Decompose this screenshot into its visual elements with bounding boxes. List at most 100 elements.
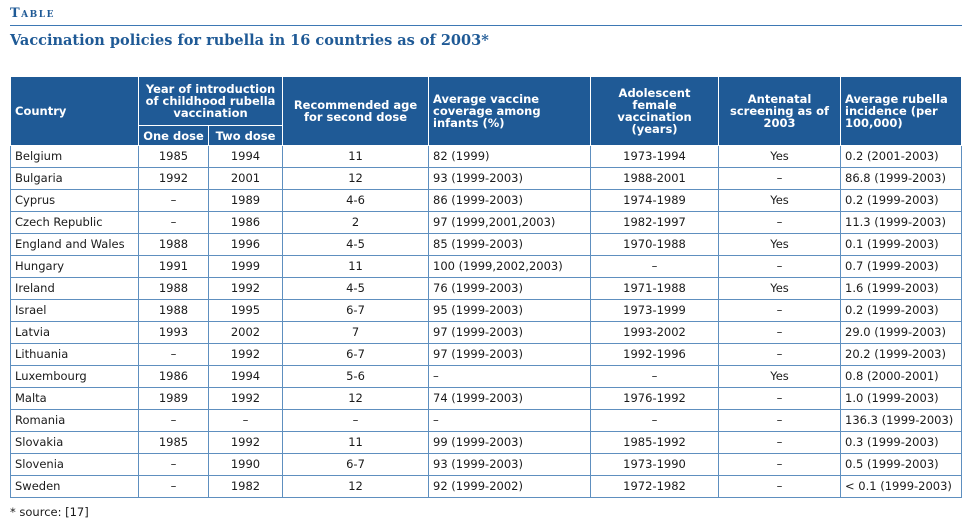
cell-country: Sweden bbox=[10, 475, 139, 498]
cell-adolescent: – bbox=[590, 409, 720, 432]
table-row: Slovakia 1985 1992 11 99 (1999-2003) 1985-199… bbox=[10, 431, 963, 454]
table-row: Luxembourg 1986 1994 5-6– – Yes 0.8 (2000-2001… bbox=[10, 365, 963, 388]
cell-incidence: 1.0 (1999-2003) bbox=[840, 387, 963, 410]
cell-recommended-age: 11 bbox=[282, 145, 430, 168]
cell-recommended-age: 4-5 bbox=[282, 233, 430, 256]
table-label: Table bbox=[10, 6, 55, 21]
cell-adolescent: 1992-1996 bbox=[590, 343, 720, 366]
cell-incidence: 11.3 (1999-2003) bbox=[840, 211, 963, 234]
cell-country: Slovenia bbox=[10, 453, 139, 476]
col-header-antenatal: Antenatal screening as of 2003 bbox=[718, 76, 842, 146]
cell-two-dose: 1992 bbox=[207, 343, 284, 366]
cell-recommended-age: 2 bbox=[282, 211, 430, 234]
table-row: Bulgaria 1992 2001 12 93 (1999-2003) 1988-200… bbox=[10, 167, 963, 190]
cell-recommended-age: 11 bbox=[282, 431, 430, 454]
cell-recommended-age: 5-6 bbox=[282, 365, 430, 388]
col-header-coverage: Average vaccine coverage among infants (… bbox=[428, 76, 592, 146]
table-row: Romania – – – – – –136.3 (1999-2003) bbox=[10, 409, 963, 432]
cell-two-dose: 1994 bbox=[207, 145, 284, 168]
cell-adolescent: 1973-1990 bbox=[590, 453, 720, 476]
cell-incidence: < 0.1 (1999-2003) bbox=[840, 475, 963, 498]
cell-antenatal: – bbox=[718, 409, 842, 432]
cell-two-dose: 1994 bbox=[207, 365, 284, 388]
cell-two-dose: 1989 bbox=[207, 189, 284, 212]
cell-one-dose: – bbox=[138, 211, 209, 234]
cell-incidence: 20.2 (1999-2003) bbox=[840, 343, 963, 366]
cell-antenatal: Yes bbox=[718, 277, 842, 300]
vaccination-table: Country Year of introduction of childhoo… bbox=[10, 76, 963, 498]
cell-recommended-age: 4-6 bbox=[282, 189, 430, 212]
cell-one-dose: 1988 bbox=[138, 233, 209, 256]
cell-adolescent: 1985-1992 bbox=[590, 431, 720, 454]
cell-incidence: 0.2 (2001-2003) bbox=[840, 145, 963, 168]
cell-two-dose: 1996 bbox=[207, 233, 284, 256]
col-header-one-dose: One dose bbox=[138, 125, 209, 146]
cell-coverage: 85 (1999-2003) bbox=[428, 233, 592, 256]
cell-incidence: 0.1 (1999-2003) bbox=[840, 233, 963, 256]
cell-one-dose: 1993 bbox=[138, 321, 209, 344]
cell-antenatal: – bbox=[718, 343, 842, 366]
cell-coverage: 93 (1999-2003) bbox=[428, 453, 592, 476]
cell-coverage: – bbox=[428, 409, 592, 432]
cell-country: Hungary bbox=[10, 255, 139, 278]
table-title: Vaccination policies for rubella in 16 c… bbox=[10, 32, 489, 49]
cell-country: Czech Republic bbox=[10, 211, 139, 234]
cell-recommended-age: 7 bbox=[282, 321, 430, 344]
cell-adolescent: 1970-1988 bbox=[590, 233, 720, 256]
cell-antenatal: Yes bbox=[718, 233, 842, 256]
cell-one-dose: – bbox=[138, 453, 209, 476]
cell-adolescent: 1993-2002 bbox=[590, 321, 720, 344]
col-header-recommended-age: Recommended age for second dose bbox=[282, 76, 430, 146]
cell-country: Romania bbox=[10, 409, 139, 432]
col-header-two-dose: Two dose bbox=[207, 125, 284, 146]
cell-one-dose: – bbox=[138, 475, 209, 498]
table-row: Cyprus –1989 4-6 86 (1999-2003) 1974-1989 Yes… bbox=[10, 189, 963, 212]
cell-country: Malta bbox=[10, 387, 139, 410]
table-row: Lithuania –1992 6-7 97 (1999-2003) 1992-1996… bbox=[10, 343, 963, 366]
cell-one-dose: 1991 bbox=[138, 255, 209, 278]
cell-incidence: 0.8 (2000-2001) bbox=[840, 365, 963, 388]
cell-coverage: 97 (1999-2003) bbox=[428, 343, 592, 366]
cell-coverage: 86 (1999-2003) bbox=[428, 189, 592, 212]
cell-one-dose: 1988 bbox=[138, 277, 209, 300]
cell-two-dose: 1992 bbox=[207, 277, 284, 300]
cell-antenatal: – bbox=[718, 255, 842, 278]
cell-incidence: 0.7 (1999-2003) bbox=[840, 255, 963, 278]
table-row: Malta 1989 1992 12 74 (1999-2003) 1976-1992–1… bbox=[10, 387, 963, 410]
cell-antenatal: – bbox=[718, 211, 842, 234]
cell-two-dose: 1982 bbox=[207, 475, 284, 498]
cell-antenatal: – bbox=[718, 167, 842, 190]
cell-one-dose: 1985 bbox=[138, 145, 209, 168]
cell-one-dose: 1985 bbox=[138, 431, 209, 454]
cell-adolescent: 1974-1989 bbox=[590, 189, 720, 212]
cell-recommended-age: 4-5 bbox=[282, 277, 430, 300]
cell-country: Latvia bbox=[10, 321, 139, 344]
table-row: Ireland 1988 1992 4-5 76 (1999-2003) 1971-198… bbox=[10, 277, 963, 300]
cell-two-dose: 1986 bbox=[207, 211, 284, 234]
cell-adolescent: – bbox=[590, 255, 720, 278]
cell-two-dose: – bbox=[207, 409, 284, 432]
cell-country: Israel bbox=[10, 299, 139, 322]
cell-adolescent: 1976-1992 bbox=[590, 387, 720, 410]
cell-incidence: 0.2 (1999-2003) bbox=[840, 189, 963, 212]
cell-country: Ireland bbox=[10, 277, 139, 300]
cell-incidence: 86.8 (1999-2003) bbox=[840, 167, 963, 190]
cell-recommended-age: 12 bbox=[282, 387, 430, 410]
cell-country: Cyprus bbox=[10, 189, 139, 212]
cell-coverage: – bbox=[428, 365, 592, 388]
cell-coverage: 97 (1999,2001,2003) bbox=[428, 211, 592, 234]
cell-antenatal: Yes bbox=[718, 365, 842, 388]
cell-coverage: 74 (1999-2003) bbox=[428, 387, 592, 410]
cell-recommended-age: 6-7 bbox=[282, 343, 430, 366]
cell-antenatal: – bbox=[718, 387, 842, 410]
cell-recommended-age: 12 bbox=[282, 167, 430, 190]
cell-incidence: 0.3 (1999-2003) bbox=[840, 431, 963, 454]
table-row: Belgium 1985 1994 11 82 (1999) 1973-1994 Yes 0.… bbox=[10, 145, 963, 168]
cell-two-dose: 1990 bbox=[207, 453, 284, 476]
cell-coverage: 76 (1999-2003) bbox=[428, 277, 592, 300]
cell-recommended-age: 12 bbox=[282, 475, 430, 498]
cell-adolescent: 1972-1982 bbox=[590, 475, 720, 498]
table-row: Latvia 1993 2002 7 97 (1999-2003) 1993-2002–2… bbox=[10, 321, 963, 344]
cell-two-dose: 2001 bbox=[207, 167, 284, 190]
cell-one-dose: – bbox=[138, 189, 209, 212]
